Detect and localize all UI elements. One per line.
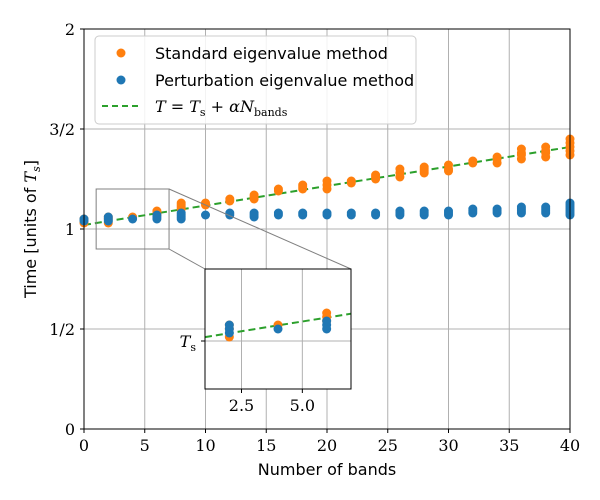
scatter-point: [103, 212, 113, 222]
scatter-point: [516, 144, 526, 154]
data-points: [79, 134, 575, 228]
y-axis-label-symbol: T: [21, 171, 40, 183]
x-tick-label: 0: [79, 436, 89, 455]
x-tick-label: 30: [438, 436, 458, 455]
scatter-point: [468, 156, 478, 166]
legend-marker-standard: [116, 48, 126, 58]
inset-zoom: 2.5 5.0 Ts: [180, 268, 352, 415]
legend: Standard eigenvalue method Perturbation …: [94, 35, 417, 125]
scatter-point: [419, 206, 429, 216]
inset-scatter-point: [273, 324, 283, 334]
axis-ticks: 0 5 10 15 20 25 30 35 40 0 1/2 1 3/2 2: [49, 20, 580, 455]
legend-label-perturbation: Perturbation eigenvalue method: [155, 71, 414, 90]
inset-scatter-point: [322, 316, 332, 326]
inset-connector-line: [168, 248, 206, 270]
inset-ticks: 2.5 5.0 Ts: [180, 332, 315, 415]
inset-y-tick-label: Ts: [180, 332, 197, 354]
inset-frame: [204, 268, 352, 390]
zoom-region-box: [95, 188, 170, 250]
scatter-point: [346, 208, 356, 218]
scatter-point: [492, 152, 502, 162]
scatter-point: [249, 208, 259, 218]
scatter-point: [152, 210, 162, 220]
inset-scatter-point: [224, 320, 234, 330]
legend-label-fit: T = Ts + αNbands: [155, 97, 288, 119]
scatter-point: [492, 204, 502, 214]
series-standard: [79, 134, 575, 228]
scatter-point: [395, 164, 405, 174]
inset-x-tick-label: 2.5: [229, 396, 254, 415]
y-tick-label: 0: [65, 420, 75, 439]
inset-x-tick-label: 5.0: [290, 396, 315, 415]
scatter-point: [249, 190, 259, 200]
y-tick-label: 1/2: [49, 320, 75, 339]
scatter-point: [273, 184, 283, 194]
inset-connector-line: [168, 188, 352, 270]
x-tick-label: 40: [560, 436, 580, 455]
x-tick-label: 10: [195, 436, 215, 455]
y-axis-label-prefix: Time [units of: [21, 183, 40, 299]
scatter-point: [298, 180, 308, 190]
inset-scatter-point: [322, 308, 332, 318]
scatter-point: [444, 206, 453, 216]
scatter-point: [273, 208, 283, 218]
x-tick-label: 35: [499, 436, 519, 455]
x-tick-label: 25: [378, 436, 398, 455]
scatter-point: [128, 214, 138, 224]
scatter-point: [201, 210, 210, 220]
x-tick-label: 5: [140, 436, 150, 455]
scatter-point: [419, 162, 429, 172]
scatter-point: [541, 202, 551, 212]
scatter-point: [468, 204, 478, 214]
scatter-point: [322, 208, 332, 218]
legend-label-standard: Standard eigenvalue method: [155, 44, 388, 63]
scatter-point: [346, 176, 356, 186]
y-tick-label: 2: [65, 20, 75, 39]
scatter-point: [201, 198, 210, 208]
scatter-point: [176, 208, 186, 218]
y-axis-label: Time [units of Ts]: [21, 160, 43, 299]
scatter-point: [176, 198, 186, 208]
scatter-point: [516, 202, 526, 212]
scatter-point: [371, 208, 381, 218]
y-tick-label: 3/2: [49, 120, 75, 139]
scatter-point: [395, 206, 405, 216]
scatter-point: [444, 160, 453, 170]
x-tick-label: 20: [317, 436, 337, 455]
y-tick-label: 1: [65, 220, 75, 239]
scatter-point: [371, 170, 381, 180]
scatter-point: [541, 142, 551, 152]
x-tick-label: 15: [256, 436, 276, 455]
scatter-point: [298, 208, 308, 218]
inset-data-points: [224, 308, 332, 342]
y-axis-label-subscript: s: [30, 166, 43, 172]
legend-box: [94, 35, 417, 125]
scatter-point: [225, 194, 235, 204]
x-axis-label: Number of bands: [258, 460, 396, 479]
y-axis-label-suffix: ]: [21, 160, 40, 166]
legend-marker-perturbation: [116, 75, 126, 85]
scatter-point: [322, 176, 332, 186]
